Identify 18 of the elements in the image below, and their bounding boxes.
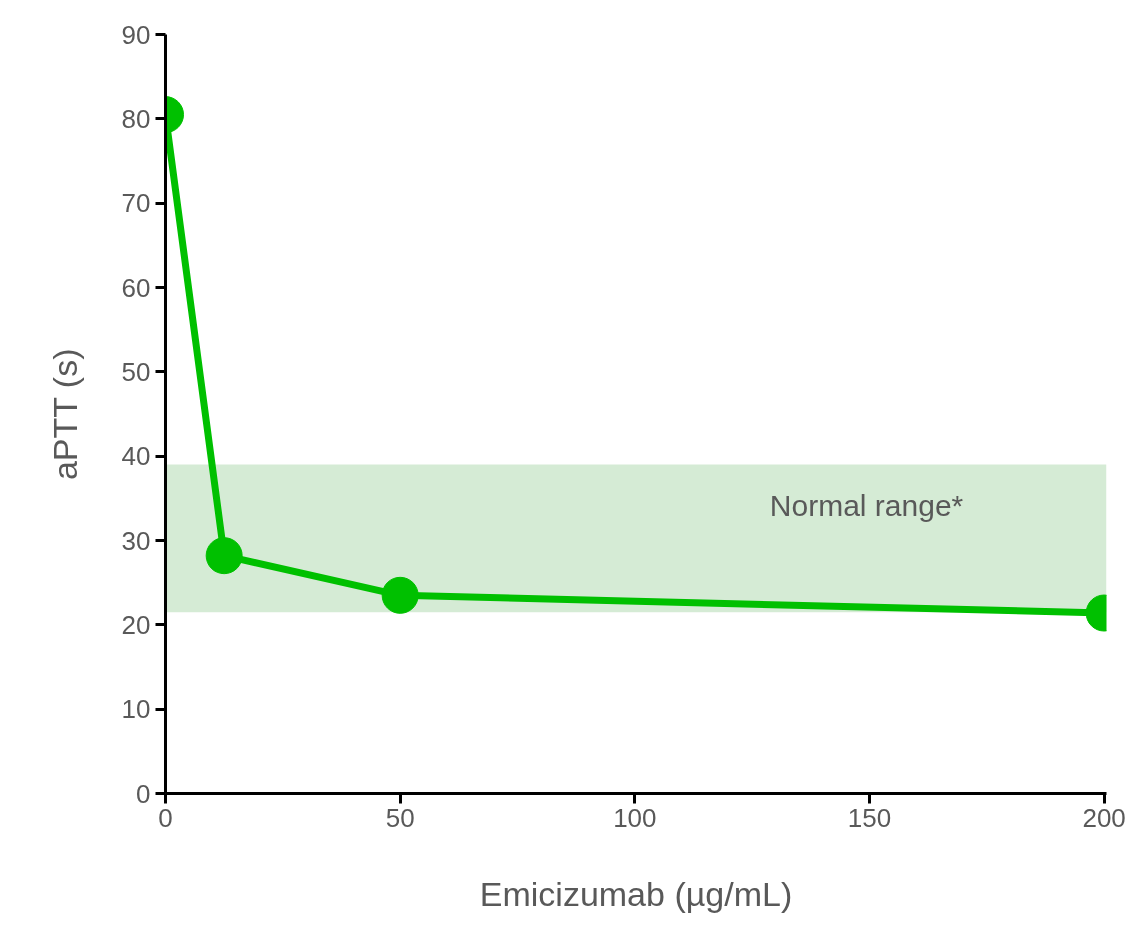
y-tick-label: 80 xyxy=(121,103,151,134)
x-tick-label: 50 xyxy=(385,802,415,833)
y-tick-label: 70 xyxy=(121,188,151,219)
y-tick-label: 40 xyxy=(121,441,151,472)
y-tick-label: 50 xyxy=(121,356,151,387)
x-tick-label: 0 xyxy=(158,802,173,833)
x-tick-label: 150 xyxy=(847,802,892,833)
y-axis-title: aPTT (s) xyxy=(45,348,84,481)
y-tick-label: 10 xyxy=(121,694,151,725)
y-tick-label: 0 xyxy=(136,778,151,809)
y-tick-label: 20 xyxy=(121,609,151,640)
x-axis-title: Emicizumab (µg/mL) xyxy=(479,874,793,913)
y-tick-label: 60 xyxy=(121,272,151,303)
y-tick-label: 30 xyxy=(121,525,151,556)
band-label: Normal range* xyxy=(769,489,964,523)
x-tick-label: 100 xyxy=(613,802,657,833)
y-tick-label: 90 xyxy=(121,19,151,50)
x-tick-label: 200 xyxy=(1082,802,1126,833)
